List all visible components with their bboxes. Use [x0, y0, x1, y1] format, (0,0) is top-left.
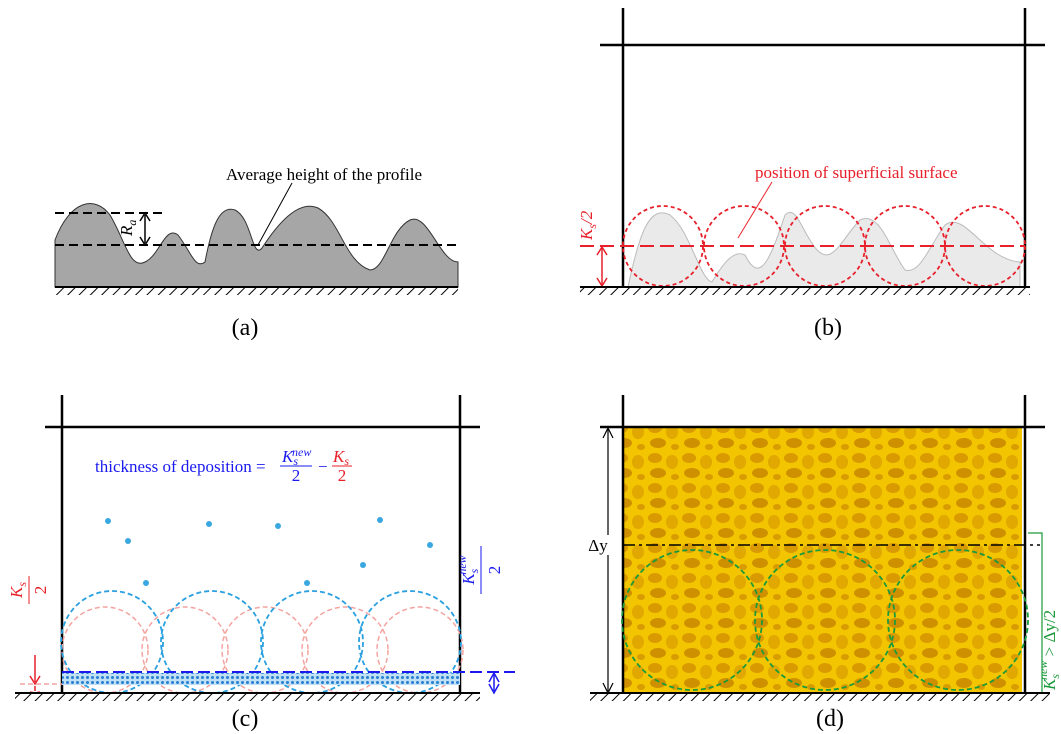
ground-hatch [590, 693, 1050, 701]
profile [628, 212, 1020, 287]
particle [304, 580, 310, 586]
ground-hatch [55, 287, 458, 295]
superscript: new [455, 555, 469, 574]
leader [738, 182, 772, 238]
particles [105, 517, 433, 586]
panel-label: (a) [232, 315, 259, 341]
panel-label: (d) [816, 706, 844, 732]
numerator: Ksnew [455, 555, 481, 585]
particle [143, 580, 149, 586]
ra-subscript: a [125, 220, 139, 226]
panel-d: Δy Ksnew > Δy/2 (d) [588, 395, 1061, 732]
particle [427, 542, 433, 548]
superscript: new [1036, 661, 1050, 680]
superscript: new [292, 445, 311, 459]
new-height-label: Ksnew 2 [455, 546, 504, 594]
new-numerator: Ksnew [281, 445, 311, 468]
panel-label: (b) [814, 315, 842, 341]
annotation: Average height of the profile [226, 165, 422, 184]
panel-a: Ra Average height of the profile (a) [55, 165, 458, 341]
old-denominator: 2 [338, 466, 347, 485]
subscript: s [467, 568, 481, 573]
panel-c: thickness of deposition = Ksnew 2 − Ks 2… [7, 395, 515, 732]
particle [125, 538, 131, 544]
minus: − [318, 457, 328, 476]
numerator: Ks [7, 582, 29, 599]
relation: > Δy/2 [1040, 610, 1059, 661]
denominator: 2 [485, 566, 504, 575]
particle [206, 521, 212, 527]
ground-hatch [580, 287, 1030, 295]
subscript: s [15, 582, 29, 587]
annotation: thickness of deposition = [95, 457, 266, 476]
ground-hatch [15, 693, 480, 701]
denominator: 2 [31, 586, 50, 595]
particle [275, 523, 281, 529]
figure: Ra Average height of the profile (a) Ks/… [0, 0, 1061, 734]
particle [360, 562, 366, 568]
height-label: Ks/2 [577, 210, 599, 241]
condition: Ksnew > Δy/2 [1036, 610, 1061, 691]
cell-height-label: Δy [588, 536, 608, 555]
panel-label: (c) [232, 706, 259, 732]
height-operator: /2 [577, 210, 596, 225]
porous-medium [623, 427, 1022, 693]
deposit-layer [62, 673, 460, 685]
particle [377, 517, 383, 523]
ra-label: Ra [117, 220, 139, 237]
old-height-label: Ks 2 [7, 576, 50, 604]
panel-b: Ks/2 position of superficial surface (b) [577, 8, 1045, 341]
ra-symbol: R [117, 225, 136, 237]
particle [105, 518, 111, 524]
new-denominator: 2 [292, 466, 301, 485]
annotation: position of superficial surface [755, 163, 958, 182]
old-numerator: Ks [332, 447, 349, 468]
